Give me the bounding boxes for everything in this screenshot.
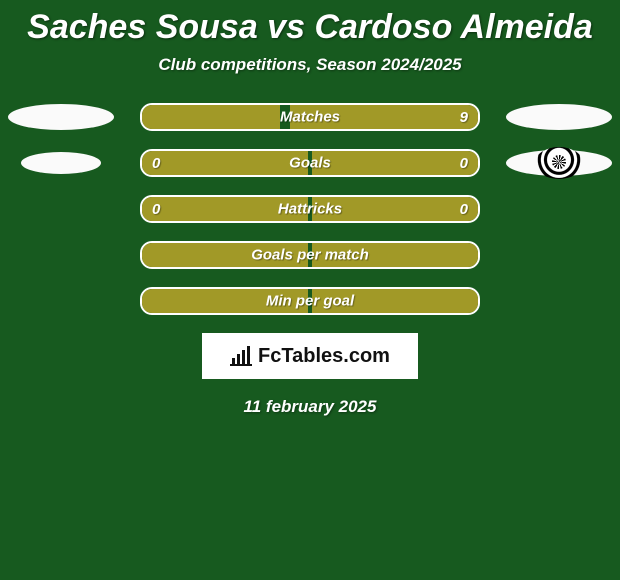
site-logo-block: FcTables.com [202, 333, 418, 379]
team-crest-right [506, 150, 612, 176]
site-logo-text: FcTables.com [258, 345, 390, 368]
bar-chart-icon [230, 346, 254, 366]
badge-slot-right [506, 104, 612, 130]
date-text: 11 february 2025 [0, 397, 620, 417]
bar-left-value: 0 [142, 151, 308, 175]
badge-slot-left [8, 104, 114, 130]
stat-bar: 00Hattricks [140, 195, 480, 223]
stat-row: 00Goals [0, 149, 620, 177]
team-badge-left [8, 104, 114, 130]
bar-gap [280, 105, 290, 129]
stat-bar: Goals per match [140, 241, 480, 269]
stat-bar: Min per goal [140, 287, 480, 315]
bar-wrap: 00Goals [114, 149, 506, 177]
bar-right-value: 9 [290, 105, 478, 129]
bar-wrap: 9Matches [114, 103, 506, 131]
bar-left-value [142, 289, 308, 313]
site-logo: FcTables.com [230, 345, 390, 368]
subtitle: Club competitions, Season 2024/2025 [0, 55, 620, 75]
stat-row: 9Matches [0, 103, 620, 131]
bar-wrap: 00Hattricks [114, 195, 506, 223]
badge-slot-left [8, 152, 114, 174]
stat-row: Min per goal [0, 287, 620, 315]
stat-bar: 00Goals [140, 149, 480, 177]
team-badge-left [21, 152, 101, 174]
bar-left-value: 0 [142, 197, 308, 221]
page-title: Saches Sousa vs Cardoso Almeida [0, 0, 620, 55]
badge-slot-right [506, 150, 612, 176]
bar-left-value [142, 105, 280, 129]
bar-right-value: 0 [312, 197, 478, 221]
bar-left-value [142, 243, 308, 267]
stats-rows-container: 9Matches 00Goals 00Hattricks Goals per matc… [0, 103, 620, 315]
bar-right-value: 0 [312, 151, 478, 175]
crest-icon [535, 147, 583, 179]
bar-wrap: Min per goal [114, 287, 506, 315]
team-badge-right [506, 104, 612, 130]
bar-right-value [312, 289, 478, 313]
stat-row: 00Hattricks [0, 195, 620, 223]
stat-row: Goals per match [0, 241, 620, 269]
bar-wrap: Goals per match [114, 241, 506, 269]
stat-bar: 9Matches [140, 103, 480, 131]
bar-right-value [312, 243, 478, 267]
